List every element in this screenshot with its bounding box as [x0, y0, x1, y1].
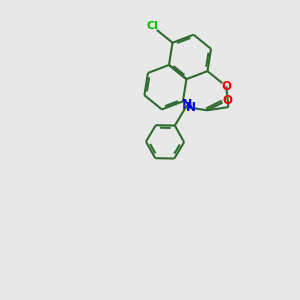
Text: O: O	[222, 94, 232, 107]
Text: O: O	[221, 80, 231, 93]
Text: N: N	[186, 100, 196, 114]
Text: H: H	[182, 102, 190, 112]
Text: Cl: Cl	[146, 21, 158, 31]
Text: N: N	[182, 98, 192, 111]
